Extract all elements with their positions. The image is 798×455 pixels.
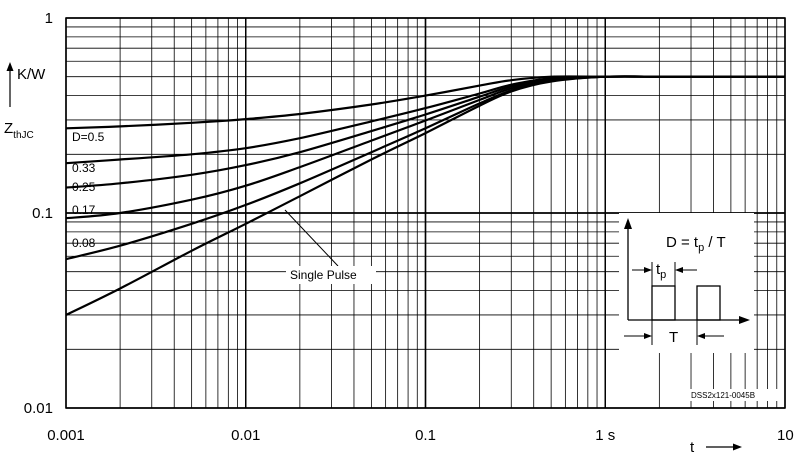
- x-tick-label: 0.001: [47, 427, 85, 444]
- inset-x-arrow: [739, 316, 750, 324]
- curves: [65, 75, 785, 316]
- curve-label-d05: D=0.5: [72, 130, 105, 144]
- tp-label: tp: [656, 261, 666, 281]
- curve-labels: D=0.5 0.33 0.25 0.17 0.08 Single Pulse: [72, 130, 376, 284]
- curve-label-d017: 0.17: [72, 203, 96, 217]
- single-pulse-leader: [284, 209, 339, 267]
- x-tick-label: 0.1: [415, 427, 436, 444]
- inset-y-arrow: [624, 218, 632, 229]
- y-tick-label: 0.01: [24, 400, 53, 417]
- y-tick-label: 1: [45, 10, 53, 27]
- y-tick-label: 0.1: [32, 205, 53, 222]
- duty-cycle-inset: D = tp / T tp T: [619, 213, 754, 353]
- tick-labels: 0.001 0.01 0.1 1 s 10 0.01 0.1 1: [24, 10, 794, 444]
- curve-label-single-pulse: Single Pulse: [290, 268, 357, 282]
- y-unit: K/W: [17, 66, 46, 83]
- plot-frame: [65, 17, 786, 409]
- y-axis-label: K/W ZthJC: [4, 62, 46, 141]
- x-axis-label: t: [690, 439, 742, 455]
- inset-pulse-2: [696, 285, 721, 321]
- x-tick-label: 10: [777, 427, 794, 444]
- curve-label-d033: 0.33: [72, 161, 96, 175]
- curve-label-d025: 0.25: [72, 180, 96, 194]
- series-line-5: [65, 75, 785, 316]
- single-pulse-label-bg: [286, 266, 376, 284]
- x-tick-label: 0.01: [231, 427, 260, 444]
- x-label: t: [690, 439, 695, 455]
- y-label: ZthJC: [4, 120, 34, 141]
- T-label: T: [669, 329, 678, 346]
- drawing-id: DSS2x121-0045B: [691, 391, 755, 400]
- x-tick-label: 1 s: [595, 427, 615, 444]
- inset-pulse-1: [651, 285, 676, 321]
- curve-label-d008: 0.08: [72, 236, 96, 250]
- duty-formula: D = tp / T: [666, 234, 726, 254]
